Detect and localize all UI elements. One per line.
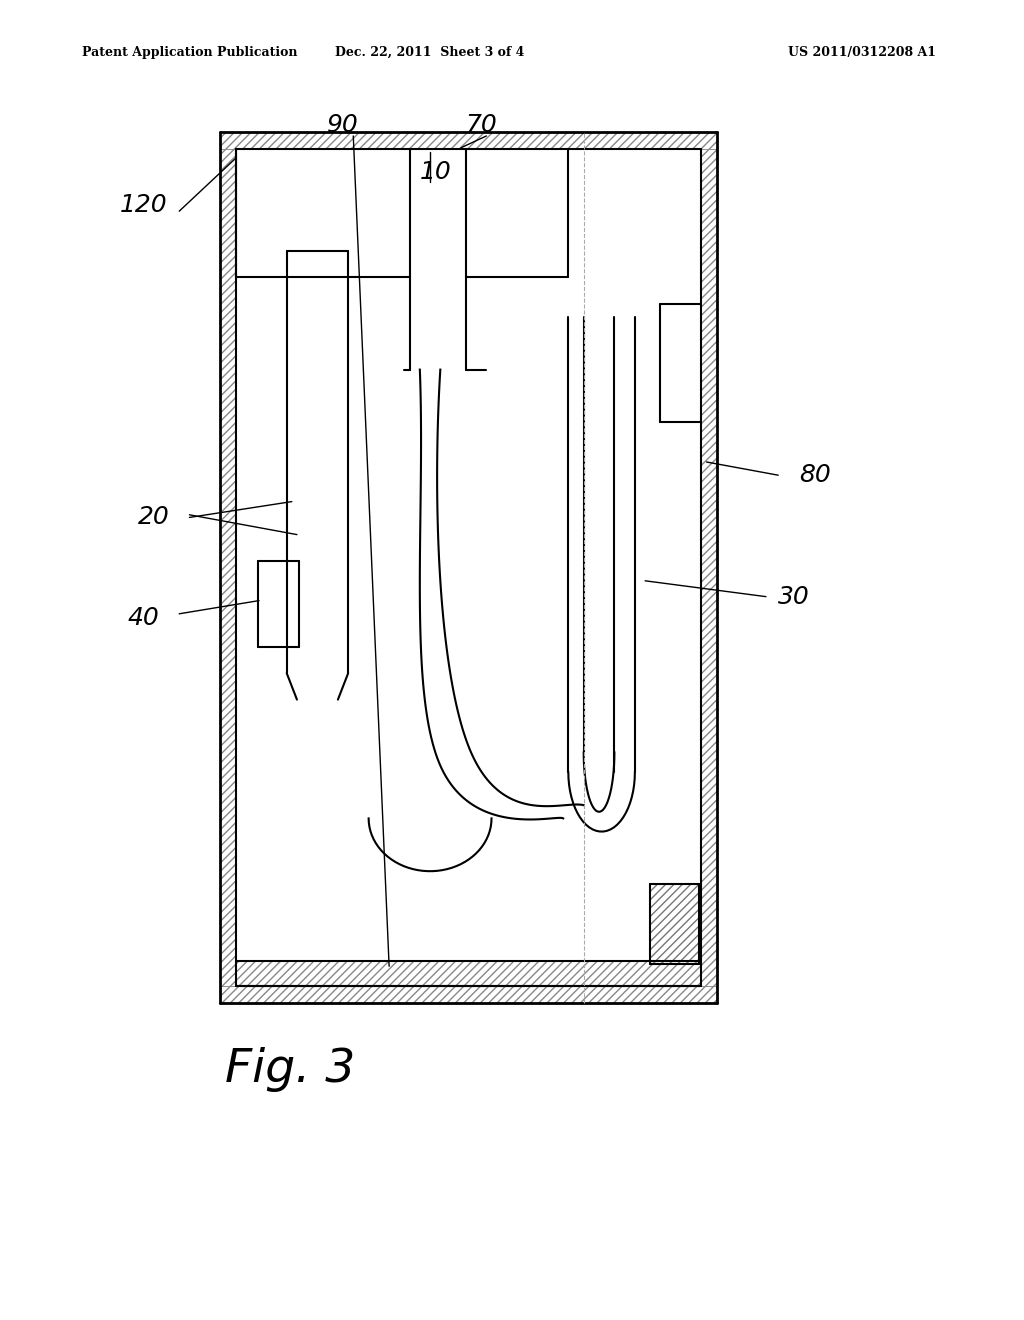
Text: 20: 20 bbox=[137, 506, 170, 529]
Text: 120: 120 bbox=[120, 193, 167, 216]
Text: 10: 10 bbox=[419, 160, 452, 183]
Bar bbox=[236, 961, 701, 986]
Text: US 2011/0312208 A1: US 2011/0312208 A1 bbox=[788, 46, 937, 59]
Bar bbox=[701, 149, 717, 986]
Text: 70: 70 bbox=[465, 114, 498, 137]
Text: 90: 90 bbox=[327, 114, 359, 137]
Text: 80: 80 bbox=[799, 463, 830, 487]
Bar bbox=[220, 149, 236, 986]
Text: 30: 30 bbox=[778, 585, 810, 609]
Text: Dec. 22, 2011  Sheet 3 of 4: Dec. 22, 2011 Sheet 3 of 4 bbox=[336, 46, 524, 59]
Text: 40: 40 bbox=[127, 606, 160, 630]
Text: Fig. 3: Fig. 3 bbox=[225, 1047, 355, 1092]
Bar bbox=[220, 986, 717, 1003]
Text: Patent Application Publication: Patent Application Publication bbox=[82, 46, 297, 59]
Bar bbox=[650, 884, 699, 964]
Bar bbox=[220, 132, 717, 149]
